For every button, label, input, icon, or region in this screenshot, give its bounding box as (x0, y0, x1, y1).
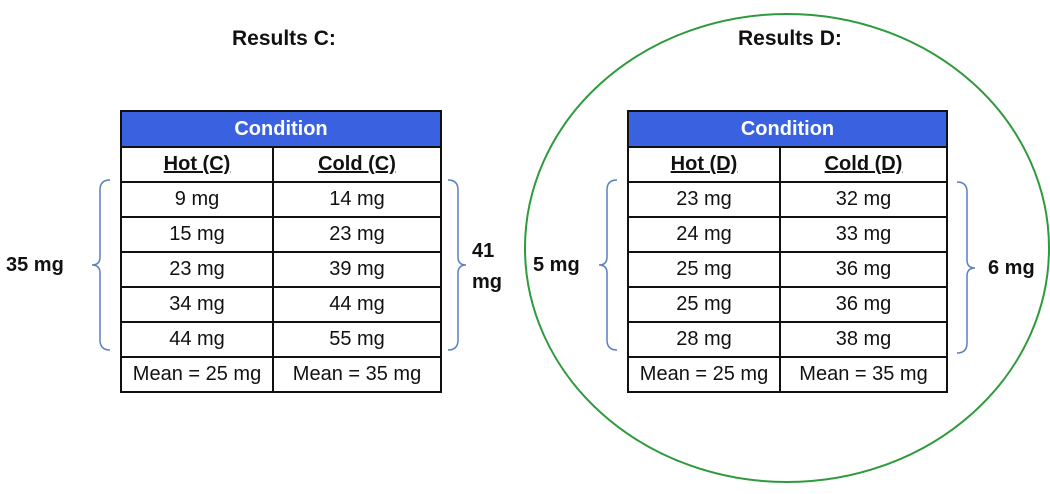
left-range-label-c: 35 mg (6, 254, 64, 276)
mean-cell: Mean = 35 mg (272, 356, 442, 393)
table-cell: 34 mg (120, 286, 274, 323)
table-cell: 44 mg (272, 286, 442, 323)
table-cell: 33 mg (779, 216, 948, 253)
table-row: 44 mg 55 mg (120, 321, 442, 358)
mean-row: Mean = 25 mg Mean = 35 mg (627, 356, 948, 393)
table-row: 9 mg 14 mg (120, 181, 442, 218)
table-cell: 25 mg (627, 286, 781, 323)
left-range-bracket-d (598, 179, 618, 351)
left-range-bracket-c (91, 179, 111, 351)
table-cell: 25 mg (627, 251, 781, 288)
condition-header: Condition (120, 110, 442, 148)
condition-header: Condition (627, 110, 948, 148)
right-range-label-c: 41 mg (472, 236, 502, 298)
column-header-hot: Hot (C) (120, 146, 274, 183)
table-row: 24 mg 33 mg (627, 216, 948, 253)
table-row: 15 mg 23 mg (120, 216, 442, 253)
right-range-label-d: 6 mg (988, 257, 1035, 279)
table-cell: 23 mg (272, 216, 442, 253)
table-row: 34 mg 44 mg (120, 286, 442, 323)
left-range-label-d: 5 mg (533, 254, 580, 276)
right-range-unit: mg (472, 271, 502, 293)
panel-title-d: Results D: (738, 27, 842, 50)
results-table-d: Condition Hot (D) Cold (D) 23 mg 32 mg 2… (627, 110, 948, 393)
table-cell: 55 mg (272, 321, 442, 358)
table-cell: 39 mg (272, 251, 442, 288)
table-row: 28 mg 38 mg (627, 321, 948, 358)
table-cell: 9 mg (120, 181, 274, 218)
column-header-cold: Cold (C) (272, 146, 442, 183)
table-cell: 14 mg (272, 181, 442, 218)
table-cell: 23 mg (627, 181, 781, 218)
mean-cell: Mean = 35 mg (779, 356, 948, 393)
right-range-value: 41 (472, 240, 495, 262)
results-table-c: Condition Hot (C) Cold (C) 9 mg 14 mg 15… (120, 110, 442, 393)
mean-row: Mean = 25 mg Mean = 35 mg (120, 356, 442, 393)
table-cell: 36 mg (779, 251, 948, 288)
right-range-bracket-d (956, 181, 976, 354)
right-range-bracket-c (447, 179, 467, 351)
table-cell: 28 mg (627, 321, 781, 358)
table-row: 25 mg 36 mg (627, 286, 948, 323)
table-cell: 15 mg (120, 216, 274, 253)
table-row: 23 mg 32 mg (627, 181, 948, 218)
column-header-hot: Hot (D) (627, 146, 781, 183)
highlight-circle (524, 13, 1050, 483)
column-header-cold: Cold (D) (779, 146, 948, 183)
table-cell: 36 mg (779, 286, 948, 323)
table-cell: 32 mg (779, 181, 948, 218)
table-cell: 23 mg (120, 251, 274, 288)
table-row: 25 mg 36 mg (627, 251, 948, 288)
table-cell: 44 mg (120, 321, 274, 358)
mean-cell: Mean = 25 mg (627, 356, 781, 393)
table-row: 23 mg 39 mg (120, 251, 442, 288)
table-cell: 38 mg (779, 321, 948, 358)
mean-cell: Mean = 25 mg (120, 356, 274, 393)
panel-title-c: Results C: (232, 27, 336, 50)
table-cell: 24 mg (627, 216, 781, 253)
